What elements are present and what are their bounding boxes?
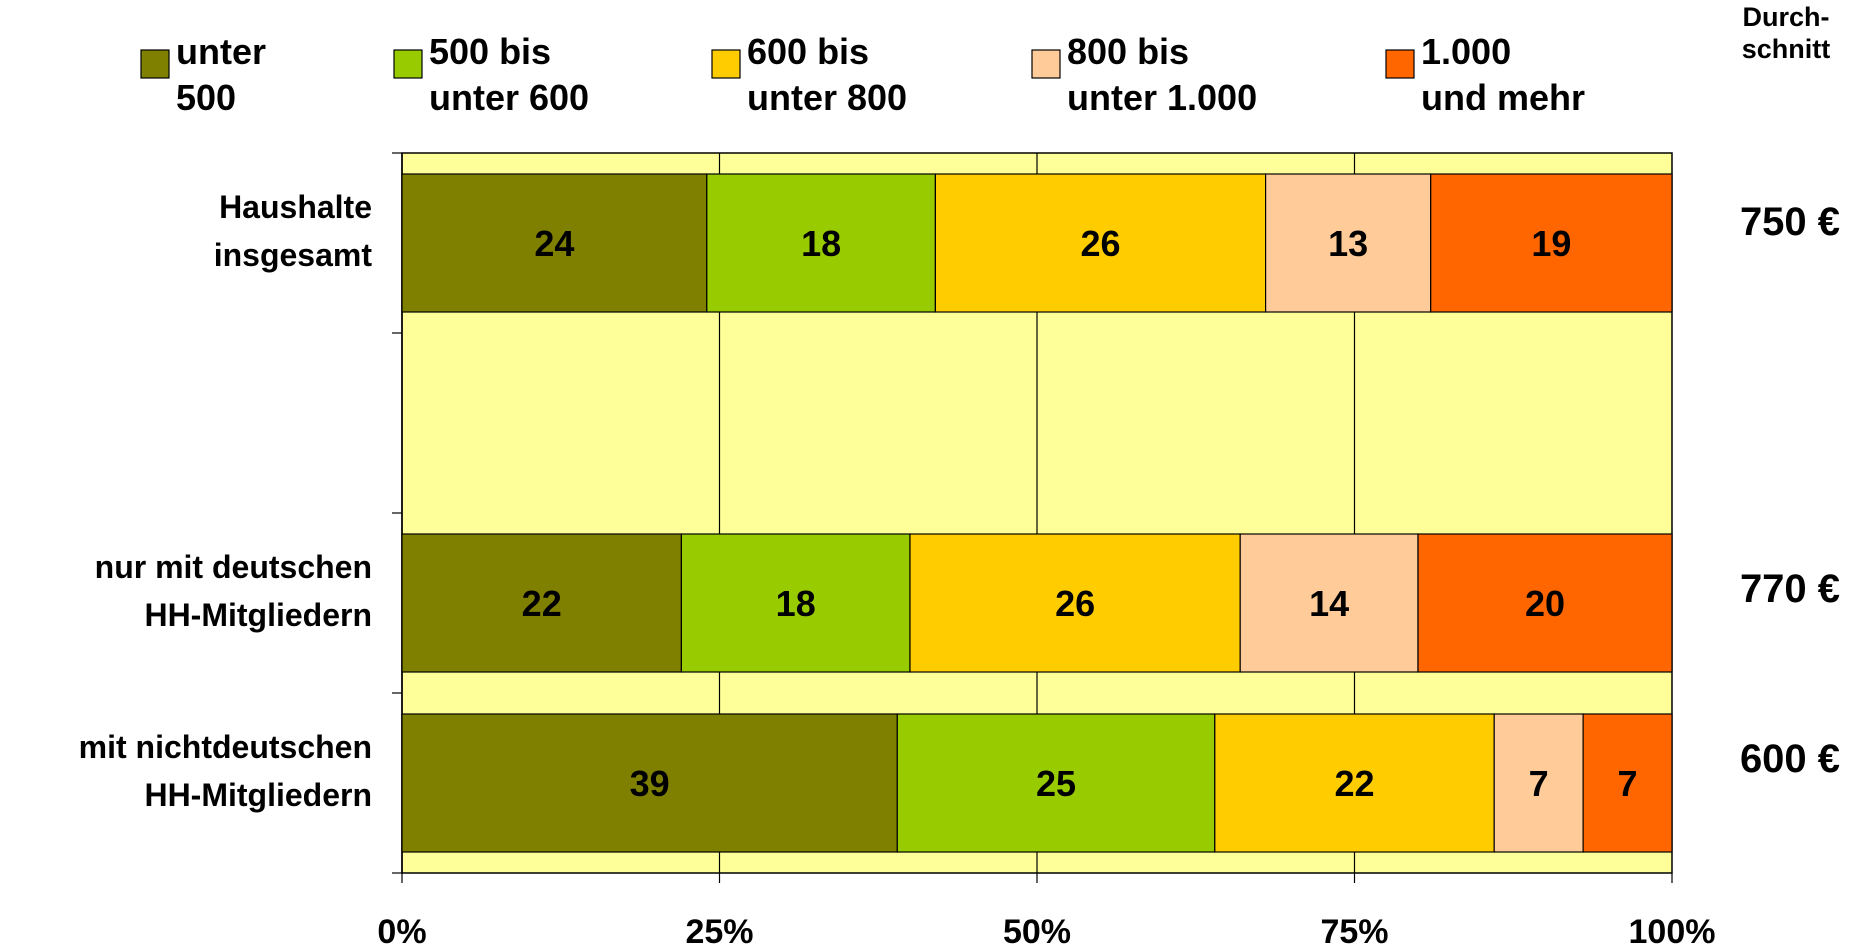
average-value-2: 770 € [1740, 567, 1840, 611]
x-tick-label-3: 75% [1320, 913, 1388, 944]
x-tick-label-4: 100% [1629, 913, 1716, 944]
data-label-0-1: 18 [801, 223, 841, 264]
data-label-2-4: 20 [1525, 583, 1565, 624]
legend-label-4-0: 1.000 [1421, 31, 1511, 72]
data-label-3-0: 39 [630, 763, 670, 804]
bar-segment-3-3 [1493, 713, 1584, 853]
bar-segment-2-3 [1239, 533, 1419, 673]
average-value-3: 600 € [1740, 737, 1840, 781]
data-label-0-2: 26 [1080, 223, 1120, 264]
category-label-3-1: HH-Mitgliedern [144, 777, 372, 813]
data-label-3-2: 22 [1334, 763, 1374, 804]
data-label-3-4: 7 [1618, 763, 1638, 804]
legend-label-3-0: 800 bis [1067, 31, 1189, 72]
legend-label-0-1: 500 [176, 77, 236, 118]
legend-label-0-0: unter [176, 31, 266, 72]
average-header-0: Durch- [1743, 2, 1830, 32]
x-tick-label-1: 25% [685, 913, 753, 944]
category-label-3-0: mit nichtdeutschen [79, 729, 372, 765]
legend-swatch-1 [393, 49, 423, 79]
bar-segment-2-2 [909, 533, 1241, 673]
category-label-2-0: nur mit deutschen [95, 549, 372, 585]
data-label-2-0: 22 [522, 583, 562, 624]
bar-segment-3-1 [896, 713, 1216, 853]
data-label-2-2: 26 [1055, 583, 1095, 624]
bar-segment-2-4 [1417, 533, 1673, 673]
bar-segment-3-0 [401, 713, 898, 853]
category-label-0-1: insgesamt [214, 237, 373, 273]
legend-swatch-4 [1385, 49, 1415, 79]
legend-label-2-1: unter 800 [747, 77, 907, 118]
data-label-2-1: 18 [776, 583, 816, 624]
average-header-1: schnitt [1742, 34, 1831, 64]
bar-segment-0-1 [706, 173, 936, 313]
bar-segment-0-4 [1430, 173, 1673, 313]
category-label-0-0: Haushalte [219, 189, 372, 225]
data-label-3-3: 7 [1529, 763, 1549, 804]
legend-label-1-1: unter 600 [429, 77, 589, 118]
legend-swatch-3 [1031, 49, 1061, 79]
data-label-2-3: 14 [1309, 583, 1349, 624]
legend-label-4-1: und mehr [1421, 77, 1585, 118]
category-label-2-1: HH-Mitgliedern [144, 597, 372, 633]
data-label-0-0: 24 [534, 223, 574, 264]
legend-label-1-0: 500 bis [429, 31, 551, 72]
data-label-0-4: 19 [1531, 223, 1571, 264]
legend-swatch-2 [711, 49, 741, 79]
bar-segment-2-1 [680, 533, 911, 673]
average-value-0: 750 € [1740, 200, 1840, 244]
data-label-3-1: 25 [1036, 763, 1076, 804]
legend-swatch-0 [140, 49, 170, 79]
data-label-0-3: 13 [1328, 223, 1368, 264]
bar-segment-3-4 [1582, 713, 1673, 853]
x-tick-label-2: 50% [1003, 913, 1071, 944]
bar-segment-2-0 [401, 533, 682, 673]
bar-segment-3-2 [1214, 713, 1495, 853]
bar-segment-0-3 [1264, 173, 1432, 313]
legend-label-2-0: 600 bis [747, 31, 869, 72]
legend-label-3-1: unter 1.000 [1067, 77, 1257, 118]
x-tick-label-0: 0% [377, 913, 426, 944]
